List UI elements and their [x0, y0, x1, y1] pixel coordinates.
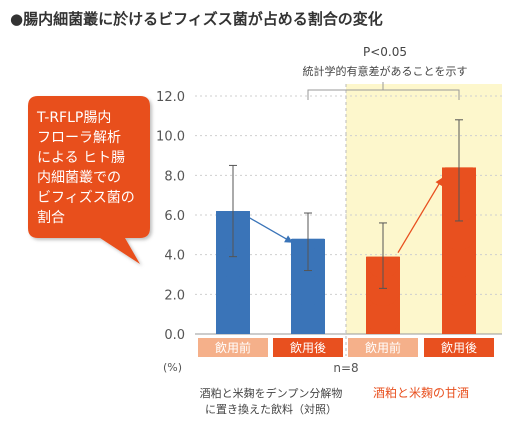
p-value-label: P<0.05: [363, 45, 407, 59]
group-label-treatment: 酒粕と米麹の甘酒: [373, 385, 469, 400]
significance-bracket: [307, 82, 460, 100]
category-label-1: 飲用前: [215, 340, 251, 355]
category-box-1: [198, 338, 268, 357]
n-label: n=8: [333, 361, 358, 375]
callout-text: T-RFLP腸内フローラ解析による ヒト腸内細菌叢でのビフィズス菌の割合: [36, 110, 135, 226]
bar-4: [442, 167, 476, 334]
y-tick-label: 2.0: [164, 288, 185, 303]
increase-arrow: [397, 176, 444, 254]
error-bar-2: [304, 212, 312, 272]
decrease-arrow: [247, 216, 294, 244]
category-box-4: [424, 338, 494, 357]
y-tick-label: 10.0: [156, 130, 185, 145]
y-tick-label: 4.0: [164, 249, 185, 264]
y-tick-label: 6.0: [164, 209, 185, 224]
y-tick-label: 0.0: [164, 328, 185, 343]
error-bar-3: [379, 222, 387, 289]
group-label-control: に置き換えた飲料（対照）: [205, 402, 337, 416]
group-label-control: 酒粕と米麹をデンプン分解物: [200, 386, 343, 400]
y-tick-label: 8.0: [164, 169, 185, 184]
category-box-2: [273, 338, 343, 357]
significance-note: 統計学的有意差があることを示す: [303, 64, 468, 78]
y-tick-label: 12.0: [156, 90, 185, 105]
category-label-3: 飲用前: [365, 340, 401, 355]
error-bar-1: [229, 164, 237, 258]
category-label-2: 飲用後: [290, 340, 326, 355]
page-title: ●腸内細菌叢に於けるビフィズス菌が占める割合の変化: [10, 10, 383, 28]
category-box-3: [348, 338, 418, 357]
y-axis-unit: (%): [163, 361, 182, 374]
error-bar-4: [455, 119, 463, 222]
bar-1: [216, 211, 250, 334]
callout-bubble: [28, 96, 150, 264]
category-label-4: 飲用後: [441, 340, 477, 355]
